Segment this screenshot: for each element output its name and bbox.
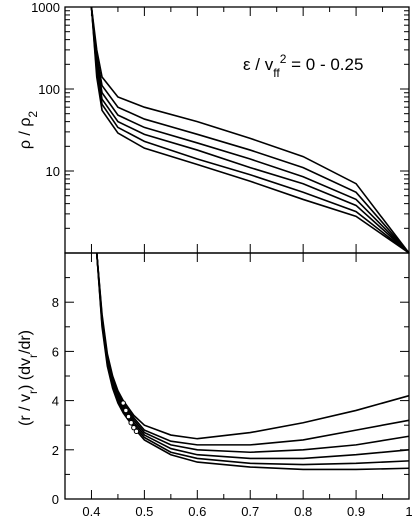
bottom-marker: [133, 428, 140, 435]
bottom-series-3: [95, 252, 410, 454]
bottom-xtick-label: 0.6: [188, 504, 206, 517]
top-series-1: [90, 6, 410, 254]
top-ylabel: ρ / ρ2: [17, 111, 40, 150]
top-series-6: [90, 6, 410, 254]
bottom-series-1: [95, 252, 410, 440]
bottom-marker: [131, 424, 137, 431]
top-ytick-label: 1000: [31, 0, 60, 15]
bottom-xtick-label: 0.8: [294, 504, 312, 517]
bottom-marker: [128, 420, 134, 426]
top-series-2: [90, 6, 410, 254]
bottom-marker: [123, 407, 129, 414]
bottom-series-6: [95, 252, 410, 471]
bottom-xtick-label: 0.4: [82, 504, 100, 517]
bottom-marker: [120, 400, 126, 406]
top-series-5: [90, 6, 410, 254]
bottom-panel: 0 2 4 6 8 0.4 0.5 0.6 0.7 0.8 0.9 1 (r / vr) (dvr/…: [17, 7, 413, 517]
top-series-3: [90, 6, 410, 254]
bottom-ytick-label: 8: [52, 295, 59, 310]
top-ytick-label: 100: [38, 82, 60, 97]
bottom-ytick-label: 2: [52, 443, 59, 458]
bottom-xtick-label: 1: [405, 504, 412, 517]
bottom-ylabel: (r / vr) (dvr/dr): [17, 330, 40, 426]
bottom-xtick-label: 0.9: [347, 504, 365, 517]
bottom-series-2: [95, 252, 410, 446]
top-panel: 10 100 1000 ε / vff2 = 0 - 0.25 ρ / ρ2: [17, 0, 410, 254]
top-annotation: ε / vff2 = 0 - 0.25: [243, 52, 363, 80]
bottom-xtick-label: 0.7: [241, 504, 259, 517]
top-ytick-label: 10: [46, 164, 60, 179]
bottom-series-4: [95, 252, 410, 460]
bottom-ytick-label: 6: [52, 344, 59, 359]
bottom-marker: [125, 413, 132, 420]
bottom-ytick-label: 4: [52, 394, 59, 409]
bottom-ytick-label: 0: [52, 492, 59, 507]
bottom-xtick-label: 0.5: [135, 504, 153, 517]
